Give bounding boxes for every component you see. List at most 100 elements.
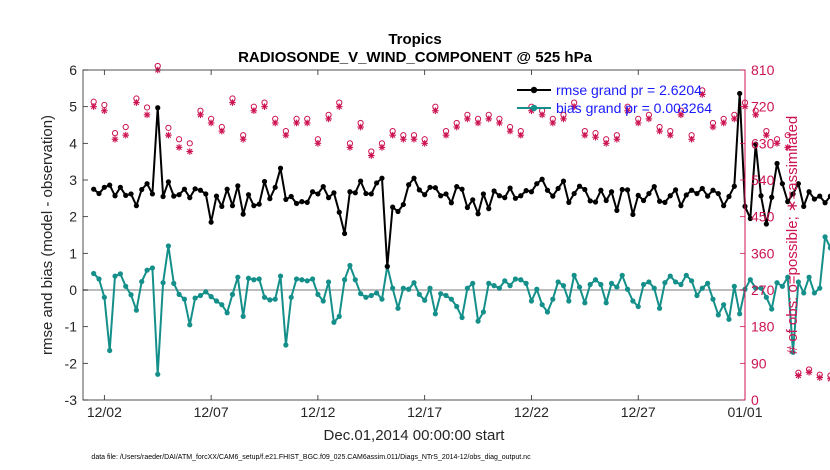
assimilated-obs-marker	[186, 148, 194, 155]
possible-obs-marker	[165, 124, 172, 131]
bias-point	[539, 302, 545, 308]
bias-point	[320, 298, 326, 304]
bias-point	[309, 276, 316, 282]
assimilated-obs-marker	[538, 111, 546, 119]
assimilated-obs-marker-stroke	[165, 132, 172, 138]
bias-point	[101, 294, 107, 300]
rmse-point	[304, 199, 310, 205]
assimilated-obs-marker-stroke	[635, 120, 641, 126]
rmse-point	[139, 186, 145, 193]
rmse-point	[325, 195, 332, 201]
assimilated-obs-marker-stroke	[90, 103, 97, 110]
assimilated-obs-marker-stroke	[133, 99, 140, 106]
rmse-point	[705, 193, 711, 199]
bias-point	[438, 291, 444, 297]
bias-point	[117, 271, 123, 277]
possible-obs-marker	[175, 136, 183, 143]
bias-point	[325, 279, 332, 285]
y-tick-label: -1	[65, 319, 78, 335]
bias-point	[400, 285, 406, 291]
assimilated-obs-marker	[410, 135, 418, 143]
rmse-point	[614, 207, 620, 214]
assimilated-obs-marker	[197, 111, 204, 119]
assimilated-obs-marker-stroke	[176, 144, 182, 151]
rmse-point	[438, 193, 444, 199]
rmse-point	[219, 203, 225, 209]
assimilated-obs-marker-stroke	[731, 116, 738, 122]
y-axis-right: 0 90 180 270 360 450 540 630 720 810	[740, 62, 775, 408]
assimilated-obs-marker-stroke	[560, 116, 567, 122]
rmse-point	[576, 183, 583, 189]
rmse-point	[288, 193, 294, 200]
bias-point	[635, 303, 641, 310]
assimilated-obs-marker-stroke	[379, 144, 385, 151]
rmse-point	[240, 211, 246, 217]
y2-tick-label: 630	[751, 135, 775, 151]
rmse-point	[731, 183, 737, 189]
bias-point	[566, 298, 572, 304]
assimilated-obs-marker-stroke	[101, 107, 108, 114]
rmse-point	[523, 188, 529, 194]
bias-point	[614, 284, 620, 290]
bias-point	[374, 290, 380, 296]
rmse-point	[208, 219, 214, 225]
rmse-point	[630, 211, 636, 218]
assimilated-obs-marker	[677, 111, 685, 119]
bias-point	[341, 277, 348, 283]
y2-tick-label: 720	[751, 99, 775, 115]
bias-point	[667, 273, 673, 279]
bias-point	[491, 283, 497, 289]
possible-obs-marker	[111, 130, 119, 137]
bias-point	[267, 297, 273, 303]
assimilated-obs-marker	[101, 107, 108, 115]
assimilated-obs-marker-stroke	[122, 132, 129, 138]
assimilated-obs-marker	[709, 123, 717, 131]
bias-point	[598, 281, 604, 288]
rmse-point	[555, 185, 561, 192]
assimilated-obs-marker	[752, 111, 759, 119]
rmse-point	[518, 193, 524, 199]
x-axis-label: Dec.01,2014 00:00:00 start	[324, 427, 506, 444]
bias-point	[187, 322, 193, 328]
bias-point	[427, 285, 433, 291]
bias-point	[470, 280, 476, 286]
bias-point	[277, 273, 284, 279]
rmse-point	[774, 160, 780, 167]
rmse-point	[827, 193, 830, 199]
assimilated-obs-marker-stroke	[699, 91, 706, 98]
assimilated-obs-marker-stroke	[315, 140, 321, 147]
rmse-point	[416, 187, 422, 193]
bias-point	[192, 295, 198, 301]
y2-axis-label: # of obs: o=possible; ∗=assimilated	[784, 116, 801, 355]
assimilated-obs-marker	[111, 135, 119, 143]
assimilated-obs-marker-stroke	[304, 120, 310, 126]
assimilated-obs-marker-stroke	[795, 372, 802, 379]
legend-bias-marker	[530, 104, 538, 112]
rmse-point	[689, 187, 695, 193]
rmse-point	[624, 187, 631, 193]
assimilated-obs-marker-stroke	[421, 140, 428, 147]
y-tick-label: 0	[69, 282, 77, 298]
rmse-point	[571, 190, 577, 197]
assimilated-obs-marker	[506, 127, 514, 135]
assimilated-obs-marker-stroke	[144, 112, 150, 118]
assimilated-obs-marker-stroke	[475, 120, 481, 126]
rmse-point	[117, 184, 123, 190]
rmse-point	[379, 175, 385, 181]
assimilated-obs-marker	[698, 91, 706, 98]
assimilated-obs-marker	[688, 135, 695, 143]
assimilated-obs-marker	[517, 131, 525, 139]
bias-point	[683, 272, 689, 278]
x-tick-label: 12/22	[514, 404, 549, 420]
bias-series	[91, 234, 830, 377]
rmse-line	[93, 92, 830, 268]
rmse-point	[672, 187, 679, 193]
bias-point	[213, 298, 220, 304]
bias-point	[149, 265, 156, 271]
y2-tick-label: 90	[751, 355, 767, 371]
bias-point	[283, 342, 289, 348]
bias-point	[406, 286, 412, 292]
assimilated-obs-marker-stroke	[592, 134, 599, 140]
rmse-point	[785, 199, 791, 205]
assimilated-obs-marker	[421, 140, 428, 147]
